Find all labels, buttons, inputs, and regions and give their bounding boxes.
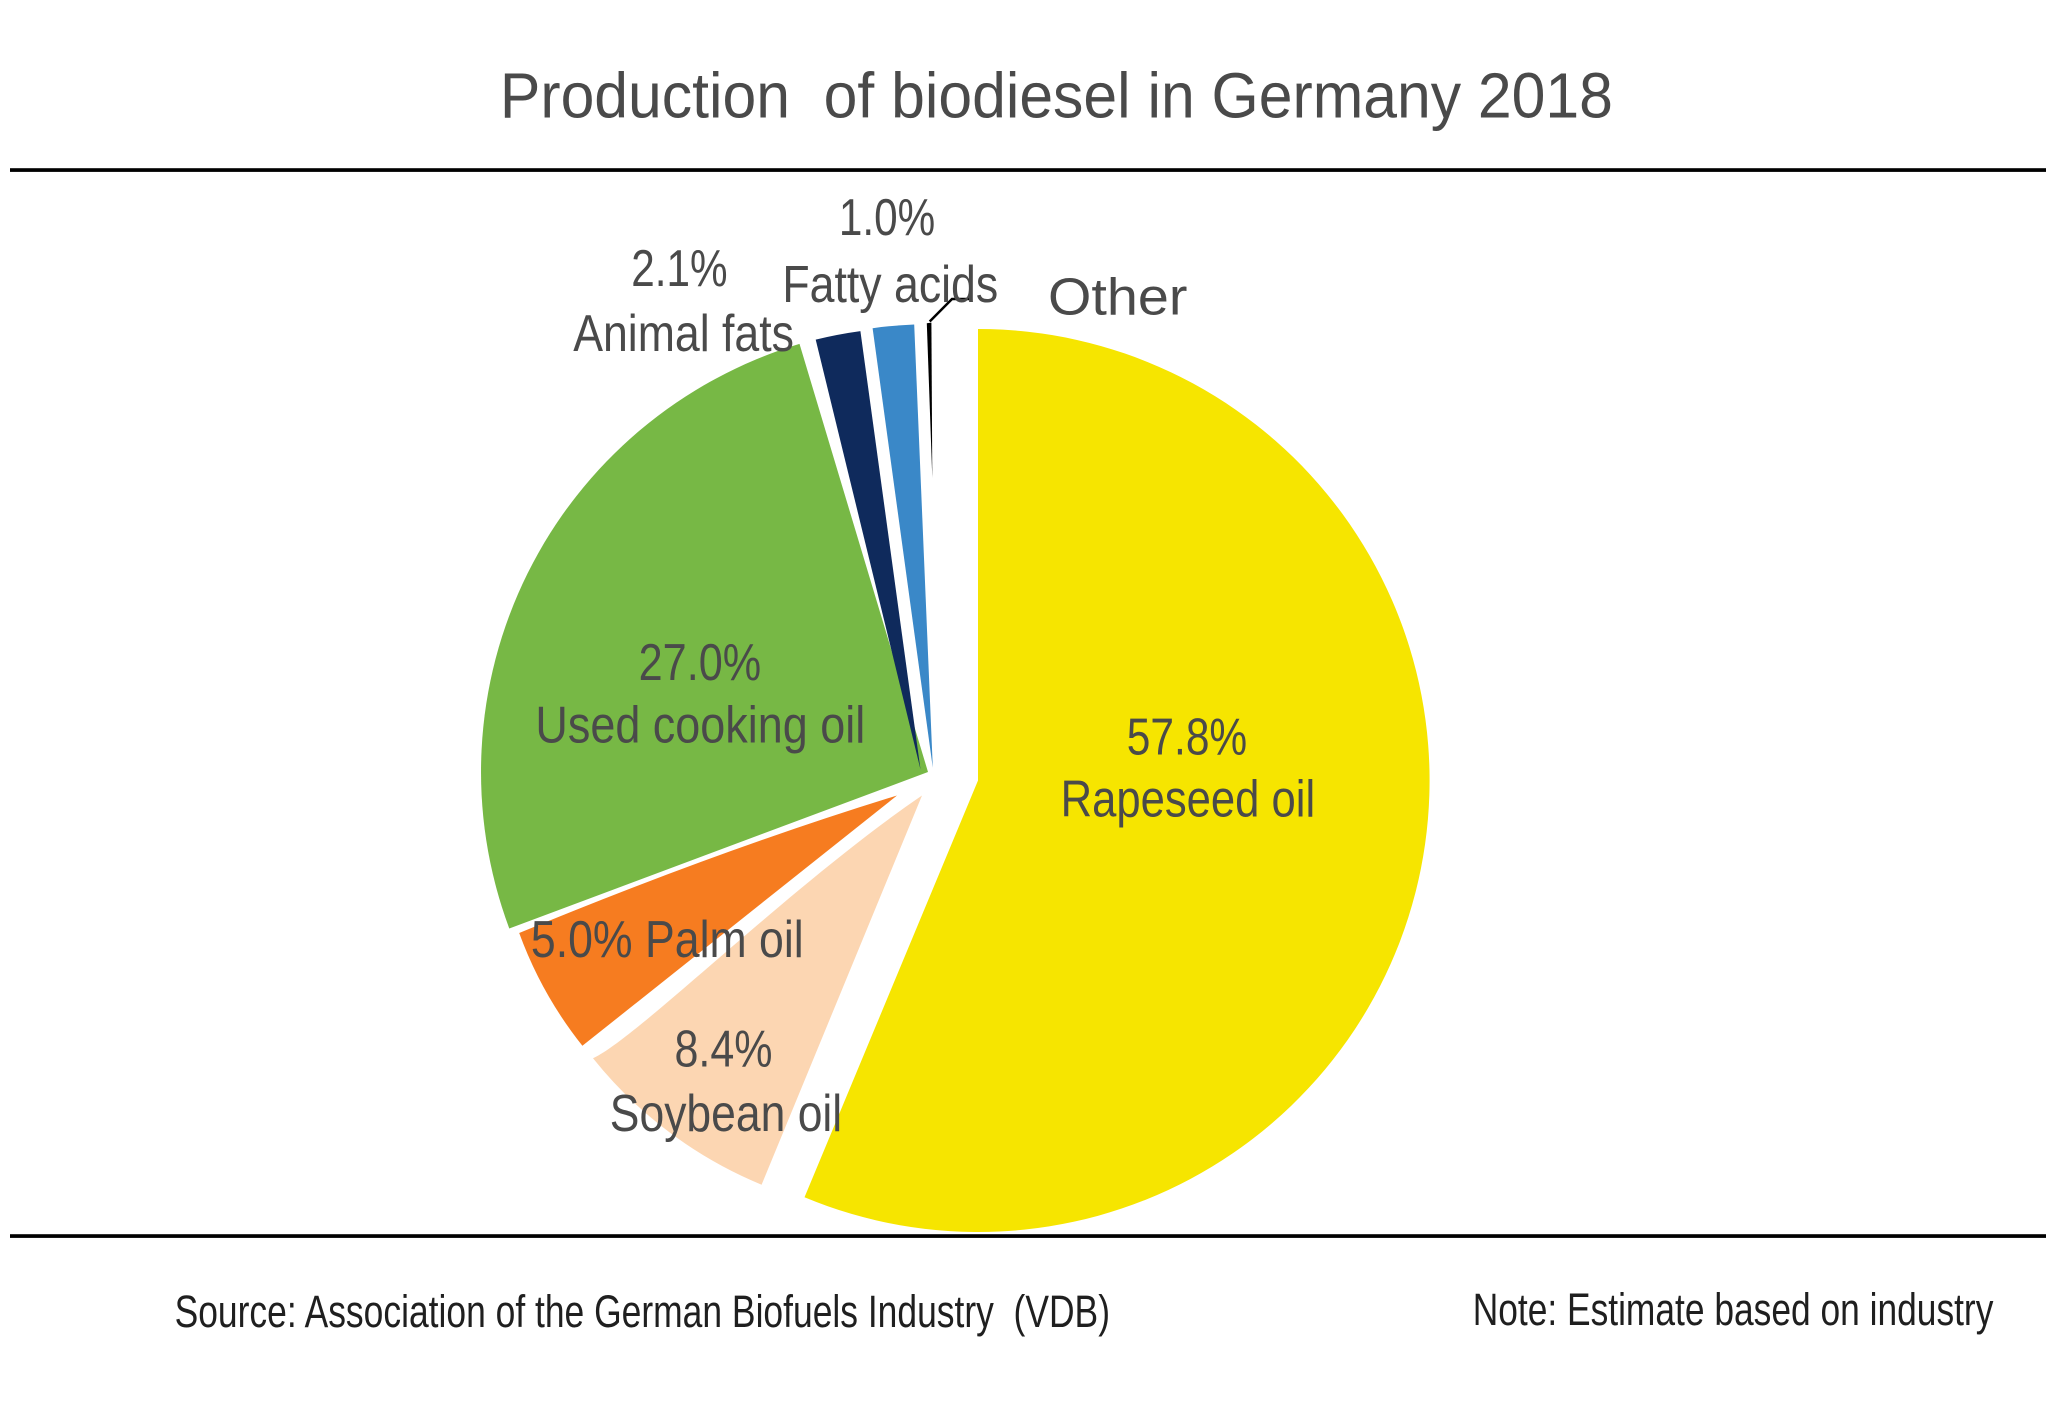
svg-text:8.4%: 8.4% xyxy=(675,1020,773,1078)
svg-text:5.0% Palm oil: 5.0% Palm oil xyxy=(531,911,804,969)
svg-text:Note: Estimate based on indust: Note: Estimate based on industry xyxy=(1473,1284,1994,1335)
svg-text:Other: Other xyxy=(1048,269,1187,327)
svg-text:2.1%: 2.1% xyxy=(631,240,727,298)
svg-text:Rapeseed oil: Rapeseed oil xyxy=(1061,771,1316,829)
svg-text:Used cooking oil: Used cooking oil xyxy=(535,697,865,755)
svg-text:Animal fats: Animal fats xyxy=(573,305,794,363)
svg-text:1.0%: 1.0% xyxy=(839,189,935,247)
svg-text:Source: Association of the Ger: Source: Association of the German Biofue… xyxy=(175,1286,1110,1337)
svg-text:Production of biodiesel in Ge: Production of biodiesel in Germany 2018 xyxy=(500,59,1613,131)
svg-text:57.8%: 57.8% xyxy=(1127,708,1247,766)
svg-text:Fatty acids: Fatty acids xyxy=(782,256,998,314)
svg-text:27.0%: 27.0% xyxy=(639,634,762,692)
svg-text:Soybean oil: Soybean oil xyxy=(610,1085,842,1143)
